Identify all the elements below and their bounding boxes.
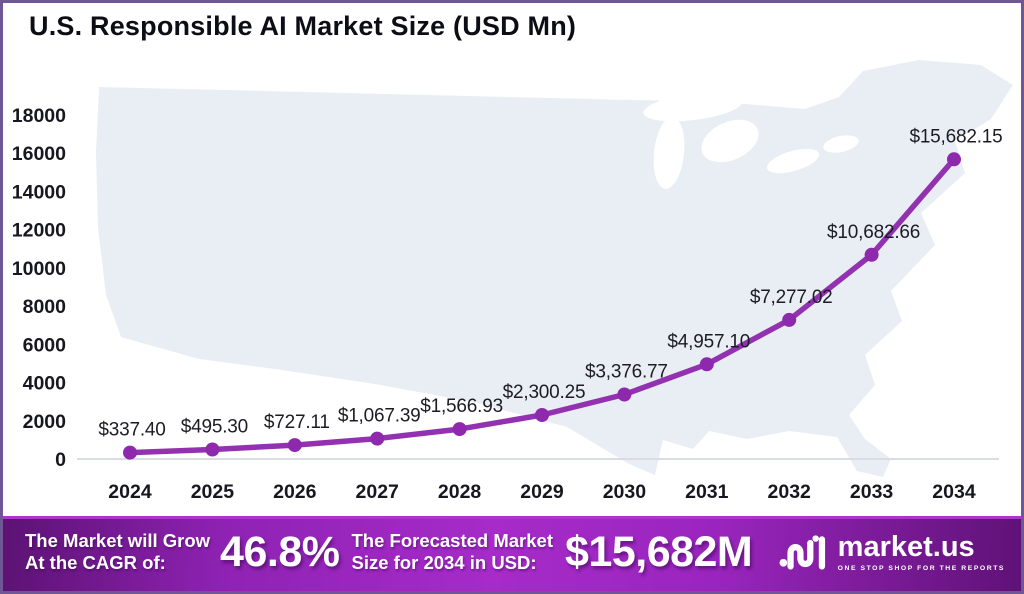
data-label-2025: $495.30 (181, 417, 248, 438)
x-axis-year-label: 2031 (685, 481, 729, 503)
y-axis-tick-label: 10000 (12, 258, 66, 280)
data-point-2024 (123, 445, 137, 460)
market-us-logo-icon (779, 535, 825, 570)
cagr-caption-line1: The Market will Grow (25, 530, 211, 552)
y-axis-tick-label: 2000 (23, 411, 67, 433)
data-label-2027: $1,067.39 (338, 406, 421, 427)
x-axis-year-label: 2032 (768, 481, 812, 503)
data-label-2028: $1,566.93 (420, 396, 503, 417)
x-axis-year-label: 2025 (191, 481, 235, 503)
x-axis-year-label: 2033 (850, 481, 894, 503)
brand-logo: market.us ONE STOP SHOP FOR THE REPORTS (778, 530, 1005, 574)
x-axis-year-label: 2026 (273, 481, 317, 503)
x-axis-year-label: 2030 (603, 481, 647, 503)
data-point-2031 (699, 357, 714, 372)
forecast-caption-line2: Size for 2034 in USD: (351, 552, 537, 573)
data-label-2032: $7,277.02 (750, 287, 833, 308)
y-axis-tick-label: 8000 (23, 296, 67, 318)
data-point-2032 (782, 312, 797, 327)
data-point-2025 (205, 442, 220, 457)
y-axis-tick-label: 18000 (12, 105, 66, 127)
data-label-2034: $15,682.15 (909, 126, 1002, 147)
forecast-caption-line1: The Forecasted Market (351, 530, 553, 552)
y-axis-tick-label: 6000 (23, 334, 67, 356)
data-point-2026 (287, 438, 302, 453)
cagr-value: 46.8% (220, 527, 340, 576)
market-size-line-chart: 0 2000 4000 6000 8000 10000 12000 14000 16000 180… (12, 60, 1013, 503)
x-axis-year-label: 2027 (356, 481, 399, 503)
y-axis-tick-label: 16000 (12, 143, 66, 165)
brand-tagline: ONE STOP SHOP FOR THE REPORTS (837, 564, 1005, 572)
data-label-2026: $727.11 (264, 412, 330, 433)
brand-name: market.us (837, 530, 975, 563)
data-label-2033: $10,682.66 (827, 222, 920, 243)
footer-banner: The Market will Grow At the CAGR of: 46.… (3, 516, 1021, 591)
cagr-caption-line2: At the CAGR of: (25, 552, 166, 573)
chart-title: U.S. Responsible AI Market Size (USD Mn) (29, 11, 577, 41)
us-map-silhouette (96, 60, 1013, 477)
data-point-2029 (535, 408, 549, 422)
forecast-value: $15,682M (565, 527, 753, 576)
great-lakes (643, 92, 859, 189)
forecast-caption: The Forecasted Market Size for 2034 in U… (351, 530, 553, 574)
x-axis-year-label: 2028 (438, 481, 482, 503)
data-point-2030 (617, 387, 632, 402)
y-axis-tick-label: 0 (55, 449, 66, 471)
data-label-2029: $2,300.25 (503, 382, 586, 403)
data-label-2030: $3,376.77 (585, 362, 668, 383)
cagr-caption: The Market will Grow At the CAGR of: (25, 530, 210, 574)
x-axis-year-label: 2029 (520, 481, 564, 503)
data-label-2031: $4,957.10 (667, 331, 750, 352)
data-point-2034 (947, 152, 961, 167)
brand-text: market.us ONE STOP SHOP FOR THE REPORTS (837, 530, 1005, 572)
y-axis-tick-label: 4000 (23, 373, 67, 395)
x-axis-year-label: 2034 (932, 481, 976, 503)
x-axis-year-label: 2024 (108, 481, 152, 503)
y-axis-tick-label: 14000 (12, 181, 66, 203)
data-point-2033 (864, 247, 879, 262)
data-point-2027 (370, 431, 385, 446)
data-point-2028 (452, 422, 467, 437)
y-axis-tick-label: 12000 (12, 220, 66, 242)
data-label-2024: $337.40 (98, 420, 165, 441)
